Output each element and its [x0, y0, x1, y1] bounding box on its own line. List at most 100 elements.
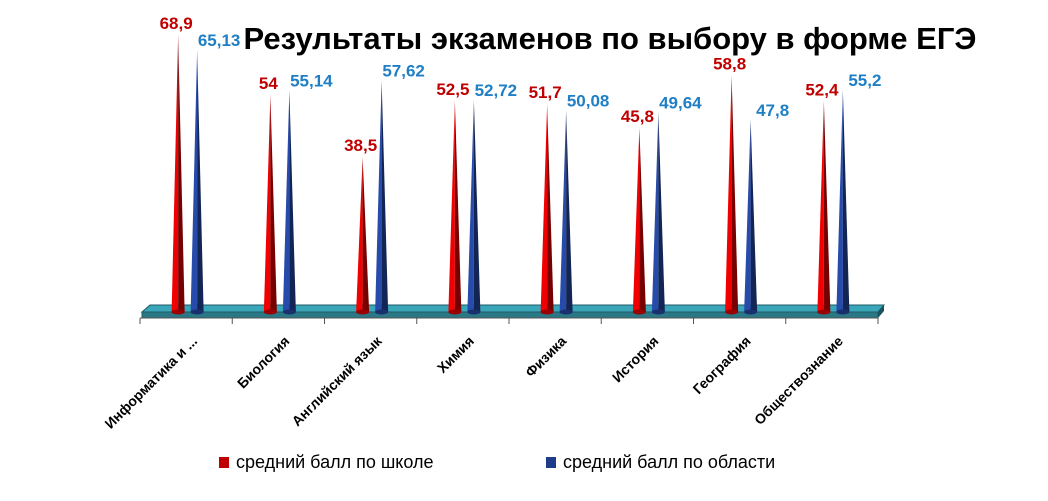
x-tick-label: Физика [522, 333, 569, 380]
bar-face-dark [547, 104, 554, 312]
data-label: 55,2 [848, 71, 881, 90]
bar-face-light [744, 119, 751, 312]
bar-face-dark [454, 100, 462, 313]
bar [263, 94, 277, 315]
bar [725, 75, 739, 315]
floor-side [878, 305, 884, 318]
bar-base [836, 309, 850, 315]
data-labels: 68,9 65,13 54 55,14 38,5 57,62 52,5 52,72 51,7 50… [160, 14, 882, 155]
bar-base [171, 309, 185, 315]
bar-face-dark [197, 50, 204, 312]
bar-face-dark [731, 75, 739, 312]
data-label: 68,9 [160, 14, 193, 33]
bar [836, 90, 850, 315]
bar-face-light [356, 157, 363, 312]
data-label: 47,8 [756, 101, 789, 120]
bar [171, 35, 185, 315]
bar [282, 90, 296, 315]
x-tick-label: География [690, 333, 754, 397]
bar-base [375, 309, 389, 315]
data-label: 52,5 [436, 80, 469, 99]
bar-face-dark [658, 112, 665, 312]
bar-face-light [632, 127, 640, 312]
bar-face-light [467, 100, 474, 312]
bar-face-light [171, 35, 179, 312]
bar-face-dark [566, 110, 573, 312]
legend-swatch-school [219, 457, 229, 468]
bar-face-light [190, 50, 198, 312]
bar [356, 157, 370, 315]
bar-base [448, 309, 462, 315]
x-tick-label: Химия [434, 333, 477, 376]
bar [448, 100, 462, 315]
bar-base [540, 309, 554, 315]
data-label: 58,8 [713, 55, 746, 74]
data-label: 51,7 [529, 83, 562, 102]
bar-base [282, 309, 296, 315]
x-tick-label: Английский язык [288, 332, 385, 429]
bar-face-dark [823, 101, 831, 312]
bar [540, 104, 554, 315]
legend-label-region: средний балл по области [563, 452, 775, 472]
bar-base [632, 309, 646, 315]
bar-face-light [651, 112, 659, 312]
bar-face-dark [178, 35, 185, 312]
bar-base [651, 309, 665, 315]
bar-face-dark [381, 80, 389, 312]
data-label: 52,4 [805, 80, 839, 99]
bar-face-light [559, 110, 567, 312]
floor-front [141, 311, 879, 319]
bar-base [559, 309, 573, 315]
bar-face-light [448, 100, 455, 313]
legend-label-school: средний балл по школе [236, 452, 434, 472]
bar-base [817, 309, 831, 315]
bar-face-dark [270, 94, 277, 312]
bar-face-light [263, 94, 271, 312]
data-label: 45,8 [621, 107, 654, 126]
data-label: 54 [259, 74, 278, 93]
bar-base [467, 309, 481, 315]
chart-floor [140, 304, 886, 319]
bar [817, 101, 831, 315]
x-axis [139, 317, 879, 324]
bar-face-light [540, 104, 548, 312]
bar [651, 112, 665, 315]
bar [632, 127, 646, 315]
bar-face-dark [473, 100, 481, 312]
legend-swatch-region [546, 457, 556, 468]
x-tick-label: Информатика и ... [101, 333, 200, 432]
bar-face-light [836, 90, 843, 313]
bar-base [744, 309, 758, 315]
bar-base [263, 309, 277, 315]
chart-title: Результаты экзаменов по выбору в форме Е… [244, 21, 977, 56]
data-label: 57,62 [382, 61, 425, 80]
x-tick-label: Обществознание [751, 333, 846, 428]
bar-base [725, 309, 739, 315]
data-label: 49,64 [659, 93, 702, 112]
data-label: 50,08 [567, 92, 610, 111]
bar-base [190, 309, 204, 315]
bar-face-dark [362, 157, 370, 312]
bar-face-dark [639, 127, 646, 312]
legend: средний балл по школе средний балл по об… [219, 452, 775, 472]
data-label: 55,14 [290, 71, 333, 90]
bar-face-dark [750, 119, 758, 312]
bar-face-light [375, 80, 382, 312]
x-tick-label: Биология [234, 333, 293, 392]
bars [171, 35, 850, 315]
data-label: 65,13 [198, 31, 241, 50]
bar-face-light [817, 101, 824, 312]
x-tick-label: История [609, 333, 662, 386]
data-label: 38,5 [344, 136, 377, 155]
floor-top [140, 304, 886, 313]
bar [467, 100, 481, 315]
bar-face-dark [842, 90, 850, 313]
bar-base [356, 309, 370, 315]
bar-face-light [282, 90, 290, 312]
data-label: 52,72 [475, 81, 518, 100]
bar [375, 80, 389, 315]
bar-face-light [725, 75, 732, 312]
